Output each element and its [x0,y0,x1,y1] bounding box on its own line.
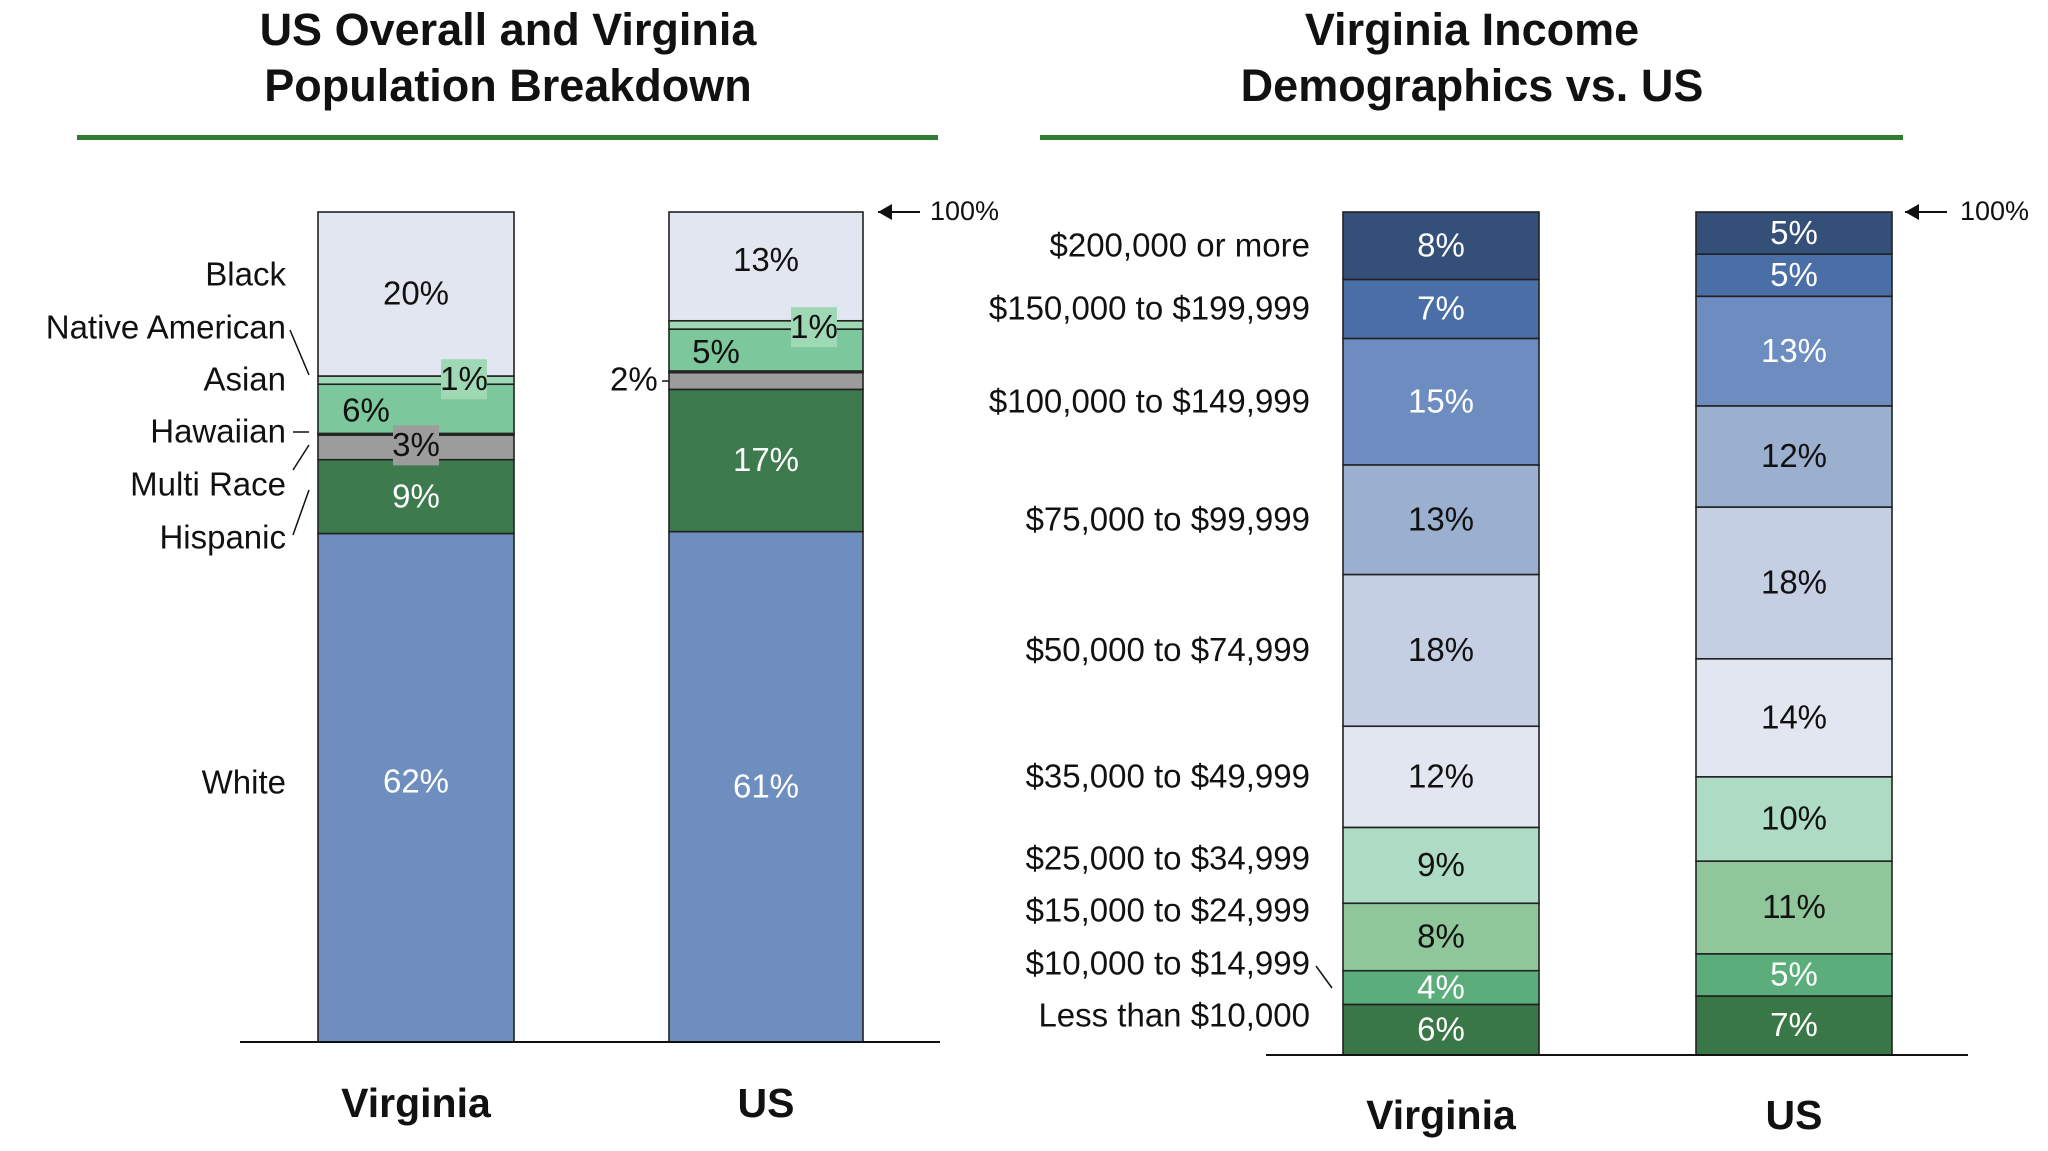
chart-title-line: US Overall and Virginia [260,4,758,55]
bar-segment-virginia-hispanic [317,458,515,535]
value-label-us-black: 13% [733,241,799,278]
series-label-10-000-to-14-999: $10,000 to $14,999 [1026,945,1310,982]
series-label-35-000-to-49-999: $35,000 to $49,999 [1026,758,1310,795]
value-label-virginia-15-000-to-24-999: 8% [1417,918,1465,955]
bar-segment-virginia-150-000-to-199-999 [1342,278,1540,340]
series-label-75-000-to-99-999: $75,000 to $99,999 [1026,500,1310,537]
value-label-us-75-000-to-99-999: 12% [1761,437,1827,474]
value-label-virginia-less-than-10-000: 6% [1417,1010,1465,1047]
series-label-hawaiian: Hawaiian [150,413,286,450]
value-label-us-35-000-to-49-999: 14% [1761,699,1827,736]
value-label-virginia-50-000-to-74-999: 18% [1408,631,1474,668]
series-label-native-american: Native American [46,309,286,346]
bar-segment-virginia-less-than-10-000 [1342,1003,1540,1056]
top-marker-label: 100% [930,196,999,226]
top-marker-arrow-icon [1905,204,1919,220]
value-label-virginia-native-american-bg [441,359,487,400]
bar-segment-us-black [668,211,864,322]
bar-segment-us-10-000-to-14-999 [1695,953,1893,997]
bar-segment-us-50-000-to-74-999 [1695,506,1893,660]
series-label-100-000-to-149-999: $100,000 to $149,999 [989,382,1310,419]
bar-segment-virginia-25-000-to-34-999 [1342,826,1540,905]
bar-segment-virginia-black [317,211,515,377]
value-label-us-less-than-10-000: 7% [1770,1006,1818,1043]
value-label-virginia-150-000-to-199-999: 7% [1417,290,1465,327]
value-label-us-white: 61% [733,768,799,805]
value-label-virginia-hispanic: 9% [392,477,440,514]
bar-segment-virginia-50-000-to-74-999 [1342,573,1540,728]
value-label-us-asian: 5% [692,333,740,370]
leader-line-native-american [289,329,310,376]
category-label-virginia: Virginia [1366,1092,1517,1138]
series-label-200-000-or-more: $200,000 or more [1049,226,1310,263]
value-label-us-native-american-bg [791,307,837,348]
value-label-virginia-75-000-to-99-999: 13% [1408,500,1474,537]
top-marker-label: 100% [1960,196,2029,226]
bar-segment-us-15-000-to-24-999 [1695,860,1893,955]
series-label-asian: Asian [203,361,286,398]
value-label-us-25-000-to-34-999: 10% [1761,800,1827,837]
chart-title-line: Population Breakdown [264,60,752,111]
value-label-us-150-000-to-199-999: 5% [1770,256,1818,293]
bar-segment-virginia-75-000-to-99-999 [1342,464,1540,576]
title-underline [77,135,938,140]
series-label-multi-race: Multi Race [130,466,286,503]
bar-segment-us-100-000-to-149-999 [1695,295,1893,407]
leader-line-multi-race [292,444,310,471]
value-label-us-10-000-to-14-999: 5% [1770,956,1818,993]
bar-segment-us-hispanic [668,388,864,533]
series-label-white: White [202,764,286,801]
bar-segment-virginia-10-000-to-14-999 [1342,969,1540,1006]
chart-title-line: Virginia Income [1305,4,1639,55]
value-label-us-200-000-or-more: 5% [1770,214,1818,251]
value-label-us-100-000-to-149-999: 13% [1761,332,1827,369]
bar-segment-virginia-white [317,532,515,1043]
category-label-us: US [1766,1092,1823,1138]
value-label-virginia-200-000-or-more: 8% [1417,226,1465,263]
value-label-virginia-10-000-to-14-999: 4% [1417,968,1465,1005]
bar-segment-us-25-000-to-34-999 [1695,776,1893,862]
leader-line-hispanic [292,489,310,536]
bar-segment-virginia-100-000-to-149-999 [1342,337,1540,466]
value-label-us-hispanic: 17% [733,441,799,478]
value-label-virginia-asian: 6% [342,392,390,429]
bar-segment-us-75-000-to-99-999 [1695,405,1893,508]
series-label-25-000-to-34-999: $25,000 to $34,999 [1026,840,1310,877]
value-label-virginia-white: 62% [383,762,449,799]
value-label-virginia-25-000-to-34-999: 9% [1417,846,1465,883]
chart-title-line: Demographics vs. US [1241,60,1704,111]
value-label-us-native-american: 1% [790,308,838,345]
value-label-virginia-black: 20% [383,275,449,312]
value-label-us-50-000-to-74-999: 18% [1761,564,1827,601]
series-label-15-000-to-24-999: $15,000 to $24,999 [1026,892,1310,929]
value-label-us-15-000-to-24-999: 11% [1762,888,1826,925]
series-label-less-than-10-000: Less than $10,000 [1038,997,1310,1034]
value-label-virginia-native-american: 1% [440,360,488,397]
value-label-us-multi-race: 2% [610,361,658,398]
bar-segment-virginia-35-000-to-49-999 [1342,725,1540,829]
bar-segment-us-multi-race [668,371,864,391]
category-label-us: US [738,1080,795,1126]
value-label-virginia-multi-race-bg [393,425,439,466]
bar-segment-us-less-than-10-000 [1695,995,1893,1056]
title-underline [1040,135,1903,140]
series-label-150-000-to-199-999: $150,000 to $199,999 [989,290,1310,327]
bar-segment-virginia-200-000-or-more [1342,211,1540,281]
leader-line-10000-to-14999 [1315,965,1333,989]
value-label-virginia-100-000-to-149-999: 15% [1408,382,1474,419]
series-label-hispanic: Hispanic [159,519,286,556]
series-label-black: Black [205,256,286,293]
value-label-virginia-multi-race: 3% [392,426,440,463]
value-label-virginia-35-000-to-49-999: 12% [1408,758,1474,795]
bar-segment-us-200-000-or-more [1695,211,1893,255]
category-label-virginia: Virginia [341,1080,492,1126]
top-marker-arrow-icon [878,204,892,220]
series-label-50-000-to-74-999: $50,000 to $74,999 [1026,631,1310,668]
